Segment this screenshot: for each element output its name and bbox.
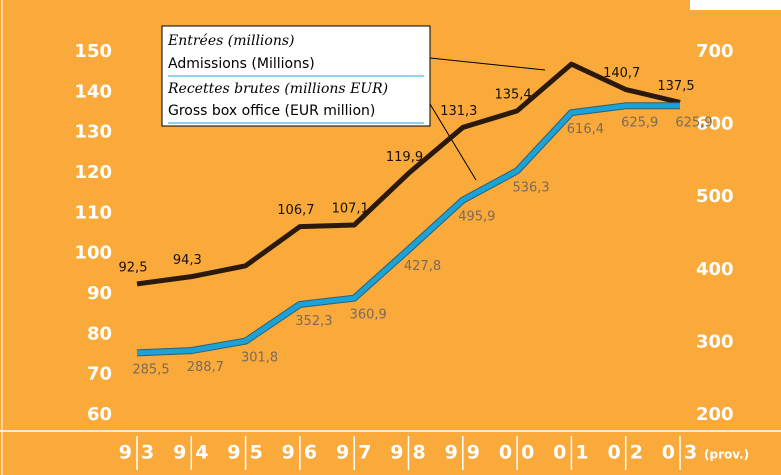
value-label: 616,4 xyxy=(567,122,604,137)
value-label: 352,3 xyxy=(295,314,332,329)
value-label: 288,7 xyxy=(187,360,224,375)
y2-tick-label: 700 xyxy=(696,41,734,62)
value-label: 536,3 xyxy=(512,180,549,195)
series-line xyxy=(136,103,680,356)
y-tick-label: 140 xyxy=(74,81,112,102)
series-line xyxy=(136,61,681,287)
y-tick-label: 150 xyxy=(74,41,112,62)
value-label: 135,4 xyxy=(494,87,531,102)
x-tick-label: 99 xyxy=(445,442,489,464)
x-tick-label: 00 xyxy=(499,442,543,464)
x-tick-label: 97 xyxy=(336,442,380,464)
value-label: 131,3 xyxy=(440,104,477,119)
y2-tick-label: 500 xyxy=(696,186,734,207)
value-label: 119,9 xyxy=(386,150,423,165)
corner-tab xyxy=(690,0,781,10)
y2-tick-label: 600 xyxy=(696,114,734,135)
value-label: 625,9 xyxy=(621,115,658,130)
y-tick-label: 80 xyxy=(87,323,112,344)
x-tick-label: 01 xyxy=(553,442,597,464)
legend: Entrées (millions) Admissions (Millions)… xyxy=(161,25,431,127)
value-label: 285,5 xyxy=(132,362,169,377)
y-tick-label: 120 xyxy=(74,162,112,183)
value-label: 427,8 xyxy=(404,259,441,274)
value-label: 140,7 xyxy=(603,66,640,81)
y2-tick-label: 200 xyxy=(696,404,734,425)
legend-text: Admissions (Millions) xyxy=(168,56,315,72)
value-label: 107,1 xyxy=(332,202,369,217)
y-tick-label: 60 xyxy=(87,404,112,425)
x-tick-label: 03 xyxy=(662,442,706,464)
x-tick-label: 94 xyxy=(173,442,217,464)
x-tick-label: 93 xyxy=(119,442,163,464)
value-label: 106,7 xyxy=(277,203,314,218)
value-label: 137,5 xyxy=(657,79,694,94)
value-label: 92,5 xyxy=(119,260,148,275)
y-tick-label: 110 xyxy=(74,202,112,223)
legend-text: Gross box office (EUR million) xyxy=(168,103,375,119)
x-tick-label: 96 xyxy=(282,442,326,464)
y2-tick-label: 400 xyxy=(696,259,734,280)
value-label: 301,8 xyxy=(241,351,278,366)
x-tick-label: 95 xyxy=(227,442,271,464)
x-note: (prov.) xyxy=(704,448,749,462)
y-tick-label: 100 xyxy=(74,243,112,264)
value-label: 495,9 xyxy=(458,210,495,225)
y2-tick-label: 300 xyxy=(696,331,734,352)
y-tick-label: 90 xyxy=(87,283,112,304)
value-label: 360,9 xyxy=(350,308,387,323)
legend-text: Recettes brutes (millions EUR) xyxy=(167,81,388,97)
y-tick-label: 130 xyxy=(74,122,112,143)
x-tick-label: 02 xyxy=(607,442,651,464)
leader-line xyxy=(429,103,477,181)
value-label: 625,9 xyxy=(675,115,712,130)
legend-text: Entrées (millions) xyxy=(167,33,295,49)
y-tick-label: 70 xyxy=(87,364,112,385)
value-label: 94,3 xyxy=(173,253,202,268)
x-tick-label: 98 xyxy=(390,442,434,464)
